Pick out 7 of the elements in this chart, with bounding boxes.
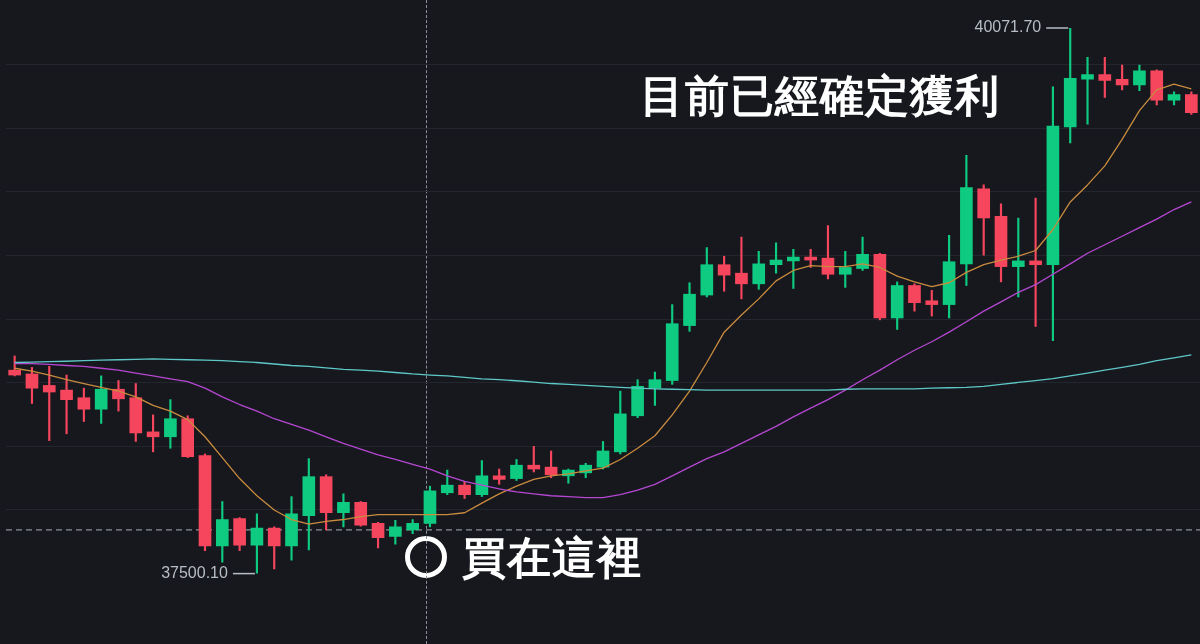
candlestick bbox=[1081, 57, 1094, 125]
annotation: 買在這裡 bbox=[462, 532, 642, 583]
annotation: 40071.70 bbox=[974, 18, 1042, 36]
candlestick bbox=[735, 236, 748, 300]
candlestick bbox=[60, 374, 73, 435]
annotation: 目前已經確定獲利 bbox=[640, 70, 1000, 121]
annotation: 37500.10 bbox=[161, 564, 229, 582]
